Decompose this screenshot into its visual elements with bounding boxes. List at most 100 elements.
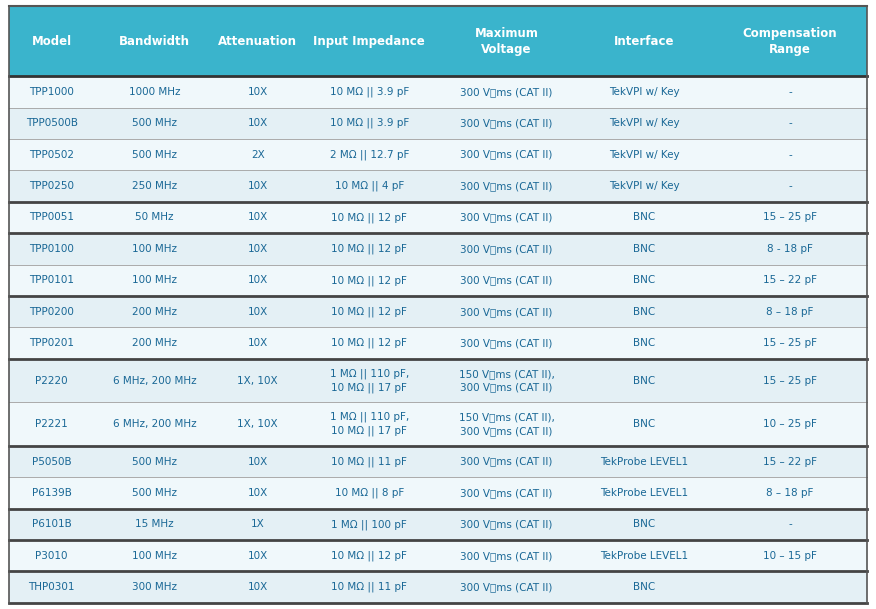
Bar xyxy=(9,359,867,403)
Text: 6 MHz, 200 MHz: 6 MHz, 200 MHz xyxy=(113,419,196,429)
Text: 100 MHz: 100 MHz xyxy=(132,244,177,254)
Text: 15 – 22 pF: 15 – 22 pF xyxy=(763,457,817,466)
Text: 10X: 10X xyxy=(248,338,268,348)
Bar xyxy=(9,171,867,202)
Text: 300 V₟ms (CAT II): 300 V₟ms (CAT II) xyxy=(461,87,553,97)
Bar xyxy=(9,446,867,477)
Bar xyxy=(9,108,867,139)
Text: 500 MHz: 500 MHz xyxy=(132,457,177,466)
Text: BNC: BNC xyxy=(633,519,655,529)
Text: TekVPI w/ Key: TekVPI w/ Key xyxy=(609,181,680,191)
Text: BNC: BNC xyxy=(633,419,655,429)
Text: 300 V₟ms (CAT II): 300 V₟ms (CAT II) xyxy=(461,457,553,466)
Text: -: - xyxy=(788,87,792,97)
Text: 8 – 18 pF: 8 – 18 pF xyxy=(766,307,814,317)
Text: 1X, 10X: 1X, 10X xyxy=(237,419,278,429)
Text: THP0301: THP0301 xyxy=(28,582,75,592)
Text: Bandwidth: Bandwidth xyxy=(119,35,190,48)
Text: TPP0200: TPP0200 xyxy=(29,307,74,317)
Text: TPP0100: TPP0100 xyxy=(29,244,74,254)
Text: -: - xyxy=(788,118,792,128)
Text: 250 MHz: 250 MHz xyxy=(132,181,177,191)
Bar xyxy=(9,202,867,233)
Text: 1000 MHz: 1000 MHz xyxy=(129,87,180,97)
Text: -: - xyxy=(788,181,792,191)
Text: 10 MΩ || 3.9 pF: 10 MΩ || 3.9 pF xyxy=(329,86,409,97)
Text: 10 MΩ || 3.9 pF: 10 MΩ || 3.9 pF xyxy=(329,118,409,128)
Text: -: - xyxy=(788,519,792,529)
Text: 300 V₟ms (CAT II): 300 V₟ms (CAT II) xyxy=(461,213,553,222)
Text: Compensation
Range: Compensation Range xyxy=(743,27,837,55)
Text: 10X: 10X xyxy=(248,488,268,498)
Text: Input Impedance: Input Impedance xyxy=(314,35,425,48)
Text: P3010: P3010 xyxy=(35,551,68,561)
Text: BNC: BNC xyxy=(633,213,655,222)
Text: 300 V₟ms (CAT II): 300 V₟ms (CAT II) xyxy=(461,307,553,317)
Text: TPP0250: TPP0250 xyxy=(29,181,74,191)
Text: BNC: BNC xyxy=(633,376,655,385)
Text: P2221: P2221 xyxy=(35,419,68,429)
Text: 500 MHz: 500 MHz xyxy=(132,488,177,498)
Text: 10X: 10X xyxy=(248,307,268,317)
Text: TPP0101: TPP0101 xyxy=(29,275,74,285)
Text: 10 MΩ || 4 pF: 10 MΩ || 4 pF xyxy=(335,181,404,191)
Text: 300 MHz: 300 MHz xyxy=(132,582,177,592)
Bar xyxy=(9,509,867,540)
Text: TPP0201: TPP0201 xyxy=(29,338,74,348)
Text: Interface: Interface xyxy=(614,35,675,48)
Bar xyxy=(9,139,867,171)
Text: BNC: BNC xyxy=(633,275,655,285)
Bar xyxy=(9,477,867,509)
Text: TekProbe LEVEL1: TekProbe LEVEL1 xyxy=(600,457,688,466)
Text: 300 V₟ms (CAT II): 300 V₟ms (CAT II) xyxy=(461,244,553,254)
Text: Maximum
Voltage: Maximum Voltage xyxy=(475,27,539,55)
Bar xyxy=(9,264,867,296)
Text: 10 MΩ || 12 pF: 10 MΩ || 12 pF xyxy=(331,213,407,223)
Bar xyxy=(9,540,867,571)
Text: TekVPI w/ Key: TekVPI w/ Key xyxy=(609,150,680,160)
Text: 10X: 10X xyxy=(248,551,268,561)
Text: 300 V₟ms (CAT II): 300 V₟ms (CAT II) xyxy=(461,582,553,592)
Bar xyxy=(9,328,867,359)
Bar xyxy=(9,403,867,446)
Text: 1X, 10X: 1X, 10X xyxy=(237,376,278,385)
Text: 100 MHz: 100 MHz xyxy=(132,551,177,561)
Text: 10 MΩ || 8 pF: 10 MΩ || 8 pF xyxy=(335,488,404,498)
Text: 15 – 25 pF: 15 – 25 pF xyxy=(763,376,817,385)
Text: TPP0500B: TPP0500B xyxy=(25,118,78,128)
Text: 300 V₟ms (CAT II): 300 V₟ms (CAT II) xyxy=(461,519,553,529)
Text: TekVPI w/ Key: TekVPI w/ Key xyxy=(609,118,680,128)
Text: BNC: BNC xyxy=(633,338,655,348)
Text: TPP0051: TPP0051 xyxy=(29,213,74,222)
Text: BNC: BNC xyxy=(633,307,655,317)
Text: Attenuation: Attenuation xyxy=(218,35,297,48)
Text: 1X: 1X xyxy=(251,519,265,529)
Text: 300 V₟ms (CAT II): 300 V₟ms (CAT II) xyxy=(461,551,553,561)
Text: 10 – 25 pF: 10 – 25 pF xyxy=(763,419,817,429)
Text: P2220: P2220 xyxy=(35,376,68,385)
Text: 1 MΩ || 110 pF,
10 MΩ || 17 pF: 1 MΩ || 110 pF, 10 MΩ || 17 pF xyxy=(329,368,409,393)
Text: BNC: BNC xyxy=(633,244,655,254)
Text: 150 V₟ms (CAT II),
300 V₟ms (CAT II): 150 V₟ms (CAT II), 300 V₟ms (CAT II) xyxy=(459,369,555,392)
Text: 15 – 25 pF: 15 – 25 pF xyxy=(763,338,817,348)
Text: 10 MΩ || 12 pF: 10 MΩ || 12 pF xyxy=(331,338,407,348)
Text: 10 MΩ || 12 pF: 10 MΩ || 12 pF xyxy=(331,551,407,561)
Text: P5050B: P5050B xyxy=(32,457,72,466)
Text: 8 – 18 pF: 8 – 18 pF xyxy=(766,488,814,498)
Text: TPP1000: TPP1000 xyxy=(29,87,74,97)
Text: 500 MHz: 500 MHz xyxy=(132,118,177,128)
Text: 10 MΩ || 12 pF: 10 MΩ || 12 pF xyxy=(331,275,407,286)
Text: 300 V₟ms (CAT II): 300 V₟ms (CAT II) xyxy=(461,118,553,128)
Text: P6101B: P6101B xyxy=(32,519,72,529)
Text: 300 V₟ms (CAT II): 300 V₟ms (CAT II) xyxy=(461,181,553,191)
Text: 1 MΩ || 100 pF: 1 MΩ || 100 pF xyxy=(331,519,407,530)
Text: 10 MΩ || 11 pF: 10 MΩ || 11 pF xyxy=(331,582,407,593)
Text: -: - xyxy=(788,150,792,160)
Text: 100 MHz: 100 MHz xyxy=(132,275,177,285)
Text: 10 MΩ || 11 pF: 10 MΩ || 11 pF xyxy=(331,456,407,466)
Text: 300 V₟ms (CAT II): 300 V₟ms (CAT II) xyxy=(461,488,553,498)
Text: 10X: 10X xyxy=(248,582,268,592)
Text: 150 V₟ms (CAT II),
300 V₟ms (CAT II): 150 V₟ms (CAT II), 300 V₟ms (CAT II) xyxy=(459,412,555,435)
Text: 10X: 10X xyxy=(248,244,268,254)
Text: 10X: 10X xyxy=(248,213,268,222)
